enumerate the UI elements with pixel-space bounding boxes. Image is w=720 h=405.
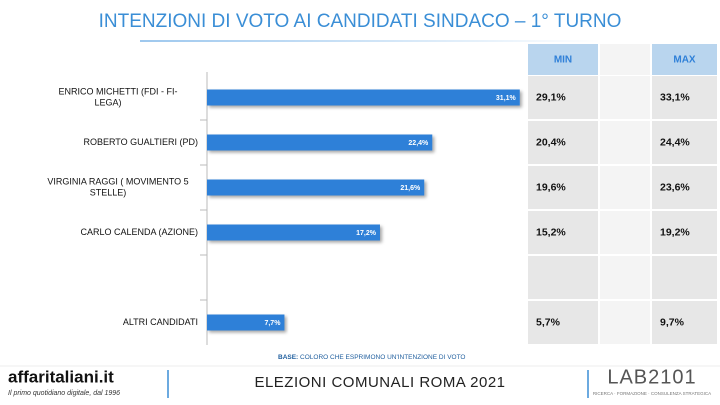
category-label: ALTRI CANDIDATI [123,317,198,327]
data-label: 21,6% [400,185,421,192]
data-label: 7,7% [264,320,281,327]
table-header: MAX [673,55,696,66]
brand: affaritaliani.it [8,367,114,386]
bar [207,89,520,106]
data-label: 31,1% [496,95,517,102]
table-cell [528,301,598,344]
bar [207,224,380,241]
bar [207,179,425,196]
note-text: COLORO CHE ESPRIMONO UN'INTENZIONE DI VO… [300,354,465,361]
table-gap-cell [600,211,650,254]
table-cell [528,121,598,164]
bar [207,314,285,331]
table-cell [528,76,598,119]
table-cell [652,256,717,299]
table-value: 5,7% [536,316,561,328]
table-value: 24,4% [660,136,690,148]
table-gap-header [600,44,650,75]
category-label: CARLO CALENDA (AZIONE) [80,227,198,237]
category-label-line: STELLE) [90,188,127,198]
footer-center: ELEZIONI COMUNALI ROMA 2021 [254,374,505,391]
note: BASE: COLORO CHE ESPRIMONO UN'INTENZIONE… [278,354,466,361]
table-cell [652,301,717,344]
table-value: 9,7% [660,316,685,328]
category-label: ENRICO MICHETTI (FDI - FI-LEGA) [59,87,178,108]
lab-logo: LAB2101 [607,366,696,388]
table-cell [528,166,598,209]
table-header: MIN [554,55,572,66]
chart-title: INTENZIONI DI VOTO AI CANDIDATI SINDACO … [99,11,622,32]
category-label: VIRGINIA RAGGI ( MOVIMENTO 5 STELLE) [47,177,188,198]
table-cell [528,256,598,299]
table-header-cell [528,44,598,75]
table-cell [528,211,598,254]
table-gap-cell [600,256,650,299]
bar [207,134,433,151]
table-cell [652,121,717,164]
table-value: 20,4% [536,136,566,148]
brand-tagline: Il primo quotidiano digitale, dal 1996 [8,390,120,397]
category-label: ROBERTO GUALTIERI (PD) [83,137,198,147]
table-value: 19,2% [660,226,690,238]
title-underline [140,40,600,42]
table-gap-cell [600,301,650,344]
lab-tagline: RICERCA · FORMAZIONE · CONSULENZA STRATE… [593,391,711,396]
table-gap-cell [600,121,650,164]
table-value: 33,1% [660,91,690,103]
category-label-line: LEGA) [94,98,121,108]
category-label-line: ENRICO MICHETTI (FDI - FI- [59,87,178,97]
note-label: BASE: [278,354,298,361]
data-label: 22,4% [408,140,429,147]
table-value: 15,2% [536,226,566,238]
category-label-line: VIRGINIA RAGGI ( MOVIMENTO 5 [47,177,188,187]
table-cell [652,166,717,209]
data-label: 17,2% [356,230,377,237]
table-cell [652,211,717,254]
table-cell [652,76,717,119]
table-value: 19,6% [536,181,566,193]
table-header-cell [652,44,717,75]
table-value: 29,1% [536,91,566,103]
table-gap-cell [600,76,650,119]
table-value: 23,6% [660,181,690,193]
table-gap-cell [600,166,650,209]
